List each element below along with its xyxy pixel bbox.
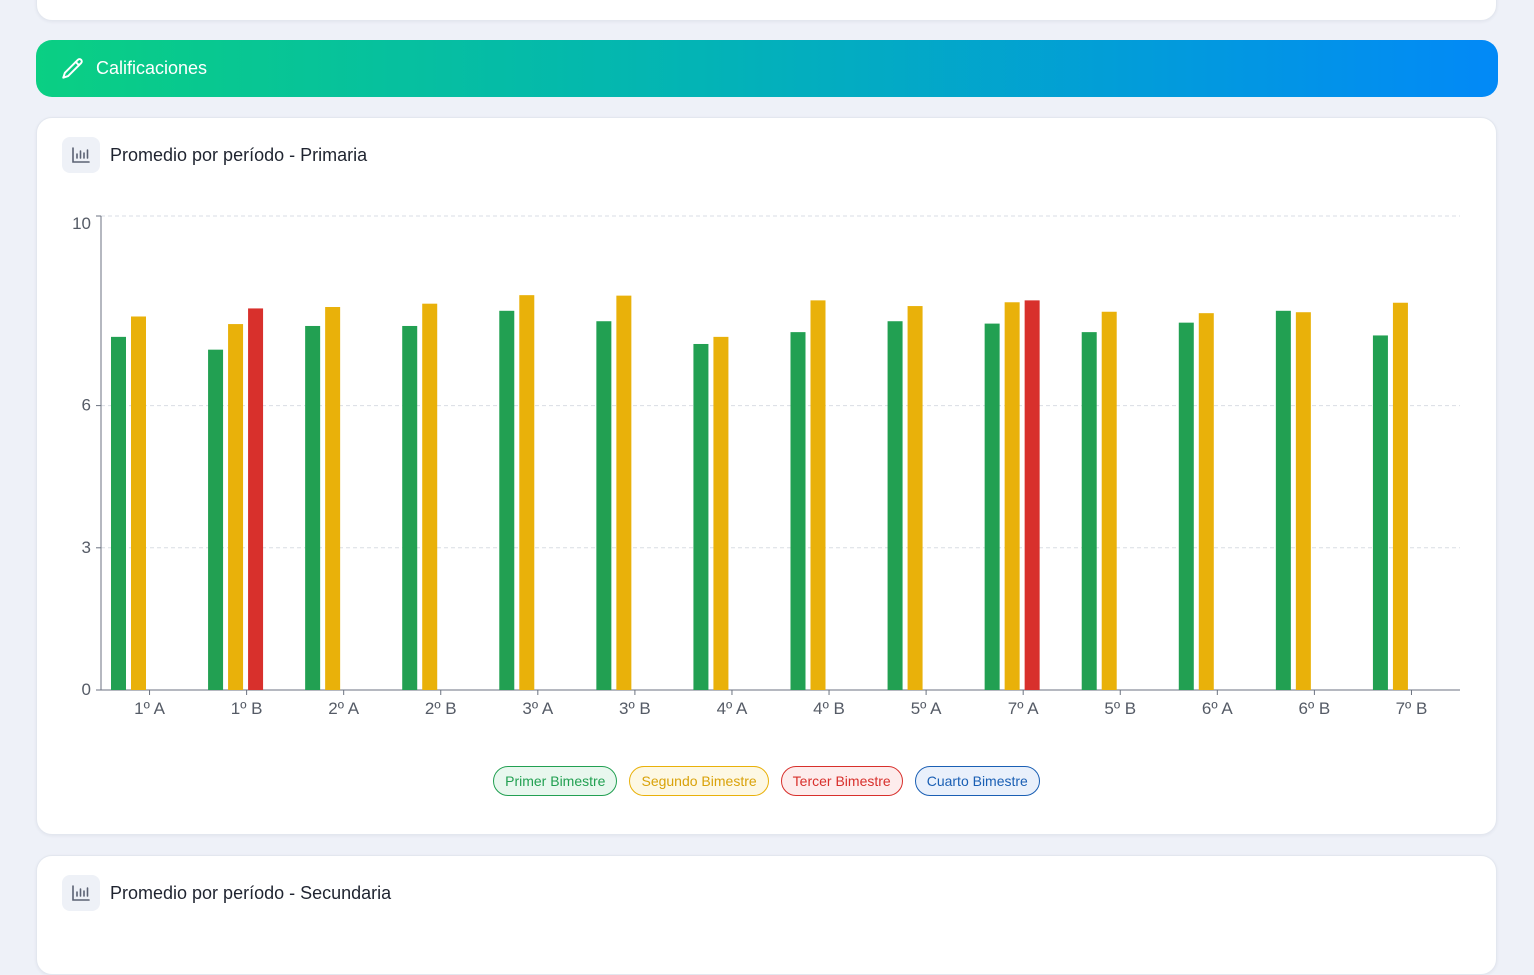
legend-item[interactable]: Primer Bimestre <box>493 766 618 796</box>
card-header: Promedio por período - Primaria <box>62 137 367 173</box>
bar <box>305 325 321 690</box>
x-tick-label: 4º B <box>813 699 845 718</box>
bar <box>1295 312 1311 690</box>
legend-item[interactable]: Segundo Bimestre <box>629 766 769 796</box>
bar <box>519 295 535 690</box>
bar <box>402 325 418 690</box>
bar <box>248 308 264 690</box>
bar <box>1392 302 1408 690</box>
bar <box>1101 311 1117 690</box>
y-tick-label: 0 <box>82 680 91 699</box>
card-title: Promedio por período - Secundaria <box>110 882 392 903</box>
bar <box>616 295 632 690</box>
bar <box>325 307 341 690</box>
y-tick-label: 10 <box>72 214 91 233</box>
card-header: Promedio por período - Secundaria <box>62 875 391 911</box>
bar-chart-icon <box>62 137 100 173</box>
pencil-icon <box>60 56 86 82</box>
bar <box>1178 322 1194 690</box>
legend-item[interactable]: Cuarto Bimestre <box>914 766 1040 796</box>
bar <box>131 316 146 690</box>
x-tick-label: 5º B <box>1104 699 1136 718</box>
x-tick-label: 7º A <box>1008 699 1039 718</box>
bar <box>693 343 709 690</box>
bar <box>790 332 806 690</box>
x-tick-label: 1º B <box>231 699 263 718</box>
bar <box>208 349 224 690</box>
primaria-chart-card: Promedio por período - Primaria 0 3 6 10 1º … <box>36 117 1497 835</box>
bar <box>1004 302 1020 690</box>
bar <box>1372 335 1388 690</box>
x-tick-label: 2º B <box>425 699 457 718</box>
bar <box>111 336 126 690</box>
chart-legend: Primer Bimestre Segundo Bimestre Tercer Bi… <box>37 766 1496 796</box>
bar <box>1275 310 1291 690</box>
previous-card <box>36 0 1497 21</box>
x-tick-label: 1º A <box>134 699 165 718</box>
bar <box>1081 332 1097 690</box>
x-tick-label: 3º B <box>619 699 651 718</box>
legend-item[interactable]: Tercer Bimestre <box>780 766 903 796</box>
bar <box>713 336 729 690</box>
bar-chart-icon <box>62 875 100 911</box>
x-tick-label: 3º A <box>522 699 553 718</box>
bar <box>1198 313 1214 690</box>
bar <box>499 310 515 690</box>
bar <box>887 321 903 690</box>
x-tick-label: 7º B <box>1396 699 1428 718</box>
section-banner: Calificaciones <box>36 40 1498 97</box>
y-tick-label: 3 <box>82 538 91 557</box>
x-tick-label: 6º B <box>1299 699 1331 718</box>
x-tick-label: 6º A <box>1202 699 1233 718</box>
bar <box>596 321 612 690</box>
bar <box>984 323 1000 690</box>
bar <box>228 324 244 690</box>
card-title: Promedio por período - Primaria <box>110 144 368 165</box>
bar <box>1024 300 1040 690</box>
banner-title: Calificaciones <box>96 58 208 78</box>
bar <box>907 306 923 690</box>
bar <box>810 300 826 690</box>
bar-chart: 0 3 6 10 1º A 1º B 2º A 2º B 3º A 3º B 4º A 4º B 5º … <box>72 214 1460 718</box>
x-tick-label: 4º A <box>717 699 748 718</box>
x-tick-label: 2º A <box>328 699 359 718</box>
secundaria-chart-card: Promedio por período - Secundaria <box>36 855 1497 975</box>
x-tick-label: 5º A <box>911 699 942 718</box>
bar <box>422 303 438 690</box>
y-tick-label: 6 <box>82 396 91 415</box>
